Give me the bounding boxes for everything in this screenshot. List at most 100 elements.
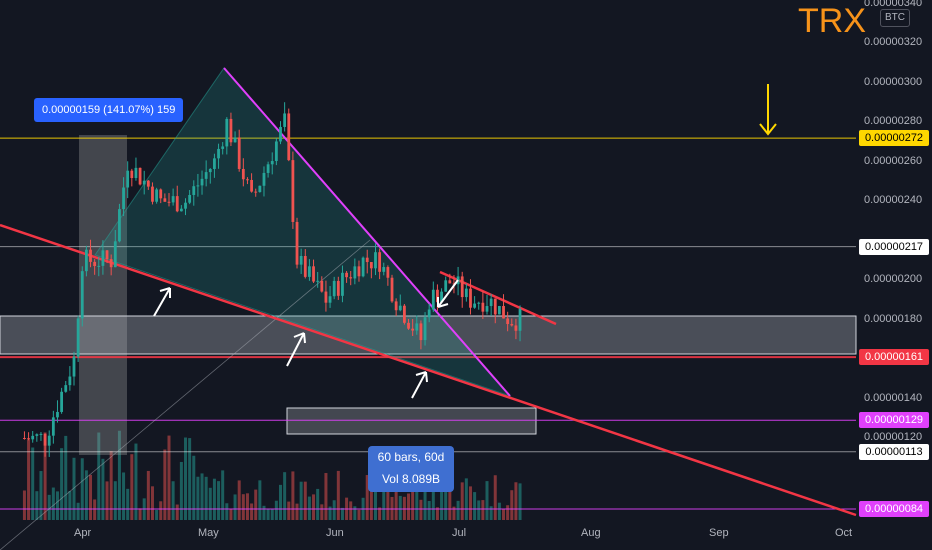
candle-body	[423, 317, 427, 341]
volume-bar	[250, 503, 254, 520]
volume-bar	[440, 491, 444, 520]
volume-bar	[270, 508, 274, 520]
y-tick-label: 0.00000260	[864, 154, 923, 167]
candle-body	[229, 118, 233, 143]
volume-bar	[155, 509, 159, 520]
volume-bar	[266, 508, 270, 520]
candle-body	[221, 146, 225, 149]
volume-bar	[427, 501, 431, 520]
candle-body	[80, 271, 84, 319]
volume-bar	[262, 505, 266, 520]
candle-body	[324, 291, 328, 303]
candle-body	[246, 179, 249, 181]
arrow-4	[437, 279, 459, 308]
volume-bar	[84, 470, 88, 520]
candle-body	[105, 250, 109, 260]
volume-bar	[514, 482, 518, 520]
candle-body	[481, 302, 485, 312]
volume-bar	[200, 473, 204, 520]
candle-body	[308, 266, 311, 277]
candle-body	[469, 288, 472, 308]
candle-body	[163, 198, 167, 202]
volume-bar	[411, 489, 415, 520]
volume-bar	[188, 438, 192, 520]
candle-body	[142, 180, 146, 185]
y-tick-label: 0.00000240	[864, 194, 923, 207]
volume-bar	[122, 472, 126, 520]
candle-body	[320, 280, 324, 292]
volume-bar	[316, 488, 320, 520]
candle-body	[254, 191, 258, 193]
candle-body	[171, 196, 175, 203]
candle-body	[497, 306, 501, 315]
candle-body	[378, 252, 382, 272]
volume-bar	[402, 496, 406, 520]
candle-body	[113, 241, 117, 268]
candle-body	[279, 126, 282, 142]
candle-body	[146, 180, 150, 187]
volume-bar	[448, 478, 452, 520]
volume-bar	[415, 480, 419, 520]
volume-bar	[72, 457, 76, 520]
candle-body	[518, 308, 522, 331]
volume-bar	[138, 508, 142, 520]
candle-body	[336, 280, 340, 296]
symbol-label: TRX	[798, 2, 866, 40]
candle-body	[419, 323, 423, 341]
volume-bar	[113, 481, 117, 520]
candle-body	[502, 306, 505, 319]
candle-body	[369, 262, 373, 269]
measure-rect	[79, 135, 127, 455]
candle-body	[274, 141, 278, 162]
candle-body	[60, 391, 64, 412]
candle-body	[436, 289, 439, 303]
candle-body	[398, 305, 402, 311]
target-arrow	[759, 84, 777, 136]
volume-bar	[212, 478, 216, 520]
candle-body	[175, 196, 179, 212]
volume-bar	[279, 484, 282, 520]
volume-bar	[419, 499, 423, 520]
volume-bar	[22, 490, 26, 520]
candle-body	[291, 160, 295, 222]
candle-body	[233, 137, 237, 143]
volume-bar	[150, 486, 154, 520]
volume-bar	[353, 506, 357, 520]
y-tick-label: 0.00000120	[864, 430, 923, 443]
candle-body	[303, 256, 307, 277]
volume-bar	[274, 500, 278, 520]
candle-body	[237, 137, 241, 169]
volume-bar	[208, 487, 212, 520]
volume-bar	[386, 481, 390, 520]
candle-body	[390, 277, 394, 302]
x-tick-label: Jun	[326, 527, 344, 539]
volume-bar	[126, 488, 130, 520]
x-tick-label: Oct	[835, 527, 853, 539]
volume-bar	[349, 501, 353, 520]
volume-bar	[76, 502, 80, 520]
candle-body	[196, 185, 200, 187]
candle-body	[47, 435, 51, 446]
candle-body	[122, 187, 125, 210]
volume-bar	[134, 443, 138, 520]
candle-body	[64, 385, 68, 392]
volume-bar	[357, 509, 361, 520]
candle-body	[444, 280, 448, 292]
volume-bar	[481, 500, 485, 520]
candle-body	[250, 179, 253, 192]
range-info-box: 60 bars, 60d Vol 8.089B	[368, 446, 454, 492]
candle-body	[35, 434, 39, 436]
candle-body	[72, 356, 76, 377]
volume-bar	[518, 483, 522, 520]
volume-bar	[369, 470, 373, 520]
candle-body	[353, 266, 357, 279]
candle-body	[84, 249, 88, 272]
candle-body	[287, 113, 291, 161]
volume-bar	[217, 481, 221, 520]
volume-bar	[299, 481, 303, 520]
range-volume: Vol 8.089B	[381, 472, 441, 486]
candle-body	[43, 433, 47, 446]
volume-bar	[167, 435, 171, 520]
candle-body	[473, 303, 477, 308]
